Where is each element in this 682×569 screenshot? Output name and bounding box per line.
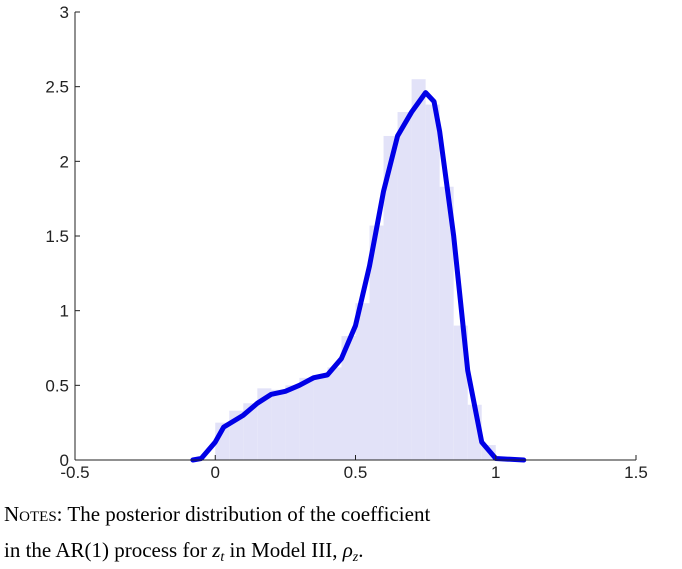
- density-line: [190, 90, 527, 463]
- histogram-bar: [285, 385, 300, 460]
- y-tick-label: 0: [60, 451, 69, 470]
- notes-text: t: [220, 550, 225, 565]
- histogram-bar: [299, 377, 314, 460]
- y-tick-label: 2.5: [45, 78, 69, 97]
- notes-text: z: [352, 550, 359, 565]
- axes: 00.511.522.53-0.5 0 0.5 1 1.5: [45, 3, 647, 482]
- histogram-bar: [327, 367, 342, 460]
- notes-line1: Notes: The posterior distribution of the…: [4, 502, 430, 526]
- histogram-bar: [369, 225, 384, 460]
- histogram-bar: [355, 303, 370, 460]
- histogram-bar: [271, 389, 286, 460]
- notes-text: .: [358, 538, 363, 562]
- x-tick-label: 0: [211, 463, 220, 482]
- histogram-bar: [341, 336, 356, 460]
- y-tick-label: 0.5: [45, 376, 69, 395]
- histogram-bar: [243, 403, 258, 460]
- notes-line2: in the AR(1) process for zt in Model III…: [4, 538, 364, 565]
- notes-text: in Model III,: [224, 538, 342, 562]
- histogram-bar: [439, 186, 454, 460]
- histogram-bar: [397, 112, 412, 460]
- y-tick-label: 3: [60, 3, 69, 22]
- notes-label: Notes:: [4, 502, 63, 526]
- x-tick-label: 0.5: [344, 463, 368, 482]
- y-tick-label: 1: [60, 302, 69, 321]
- x-tick-label: 1: [491, 463, 500, 482]
- notes-text: The posterior distribution of the coeffi…: [67, 502, 430, 526]
- histogram-bar: [383, 135, 398, 461]
- histogram-bar: [411, 79, 426, 460]
- histogram-bar: [425, 104, 440, 460]
- notes-text: ρ: [342, 538, 353, 562]
- histogram-bar: [313, 374, 328, 460]
- notes-text: z: [211, 538, 220, 562]
- notes-text: in the AR(1) process for: [4, 538, 212, 562]
- histogram-bar: [257, 388, 272, 460]
- x-tick-label: 1.5: [624, 463, 648, 482]
- x-tick-label: -0.5: [60, 463, 89, 482]
- y-tick-label: 1.5: [45, 227, 69, 246]
- y-tick-label: 2: [60, 152, 69, 171]
